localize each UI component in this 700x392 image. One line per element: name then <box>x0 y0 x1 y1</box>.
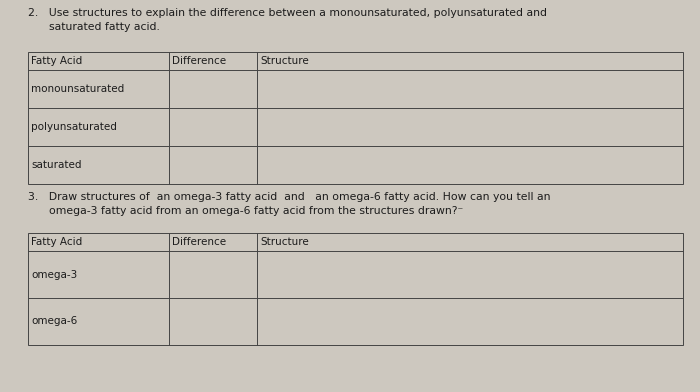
Text: saturated fatty acid.: saturated fatty acid. <box>28 22 160 32</box>
Text: Difference: Difference <box>172 237 226 247</box>
Bar <box>28 52 683 184</box>
Text: Difference: Difference <box>172 56 226 66</box>
Text: Structure: Structure <box>260 56 309 66</box>
Text: omega-6: omega-6 <box>31 316 77 327</box>
Text: Fatty Acid: Fatty Acid <box>31 56 83 66</box>
Text: omega-3 fatty acid from an omega-6 fatty acid from the structures drawn?⁻: omega-3 fatty acid from an omega-6 fatty… <box>28 206 463 216</box>
Text: Fatty Acid: Fatty Acid <box>31 237 83 247</box>
Text: omega-3: omega-3 <box>31 270 77 279</box>
Bar <box>28 233 683 345</box>
Text: 2.   Use structures to explain the difference between a monounsaturated, polyuns: 2. Use structures to explain the differe… <box>28 8 547 18</box>
Text: monounsaturated: monounsaturated <box>31 84 125 94</box>
Text: saturated: saturated <box>31 160 81 170</box>
Text: polyunsaturated: polyunsaturated <box>31 122 117 132</box>
Text: 3.   Draw structures of  an omega-3 fatty acid  and   an omega-6 fatty acid. How: 3. Draw structures of an omega-3 fatty a… <box>28 192 550 202</box>
Text: Structure: Structure <box>260 237 309 247</box>
